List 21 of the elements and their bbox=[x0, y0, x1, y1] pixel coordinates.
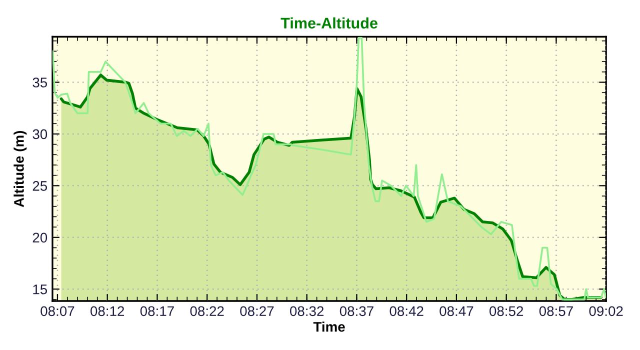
x-tick-label: 08:32 bbox=[290, 306, 324, 316]
x-tick-label: 08:07 bbox=[40, 306, 74, 316]
x-tick-label: 09:02 bbox=[589, 306, 623, 316]
x-tick-label: 08:37 bbox=[340, 306, 374, 316]
line-series bbox=[52, 36, 606, 300]
y-tick-label: 15 bbox=[33, 284, 48, 294]
y-axis-title: Altitude (m) bbox=[14, 130, 27, 208]
x-axis-title: Time bbox=[313, 322, 345, 332]
x-tick-label: 08:57 bbox=[539, 306, 573, 316]
x-tick-label: 08:12 bbox=[90, 306, 124, 316]
y-tick-label: 35 bbox=[32, 78, 48, 88]
x-tick-label: 08:17 bbox=[140, 306, 174, 316]
x-tick-label: 08:22 bbox=[190, 306, 224, 316]
chart-title: Time-Altitude bbox=[280, 17, 378, 29]
x-tick-label: 08:52 bbox=[490, 306, 524, 316]
y-tick-label: 20 bbox=[32, 232, 48, 243]
x-tick-label: 08:47 bbox=[440, 306, 474, 316]
x-tick-label: 08:27 bbox=[240, 306, 274, 316]
y-tick-label: 30 bbox=[32, 129, 48, 140]
y-tick-label: 25 bbox=[32, 181, 48, 191]
x-tick-label: 08:42 bbox=[390, 306, 424, 316]
